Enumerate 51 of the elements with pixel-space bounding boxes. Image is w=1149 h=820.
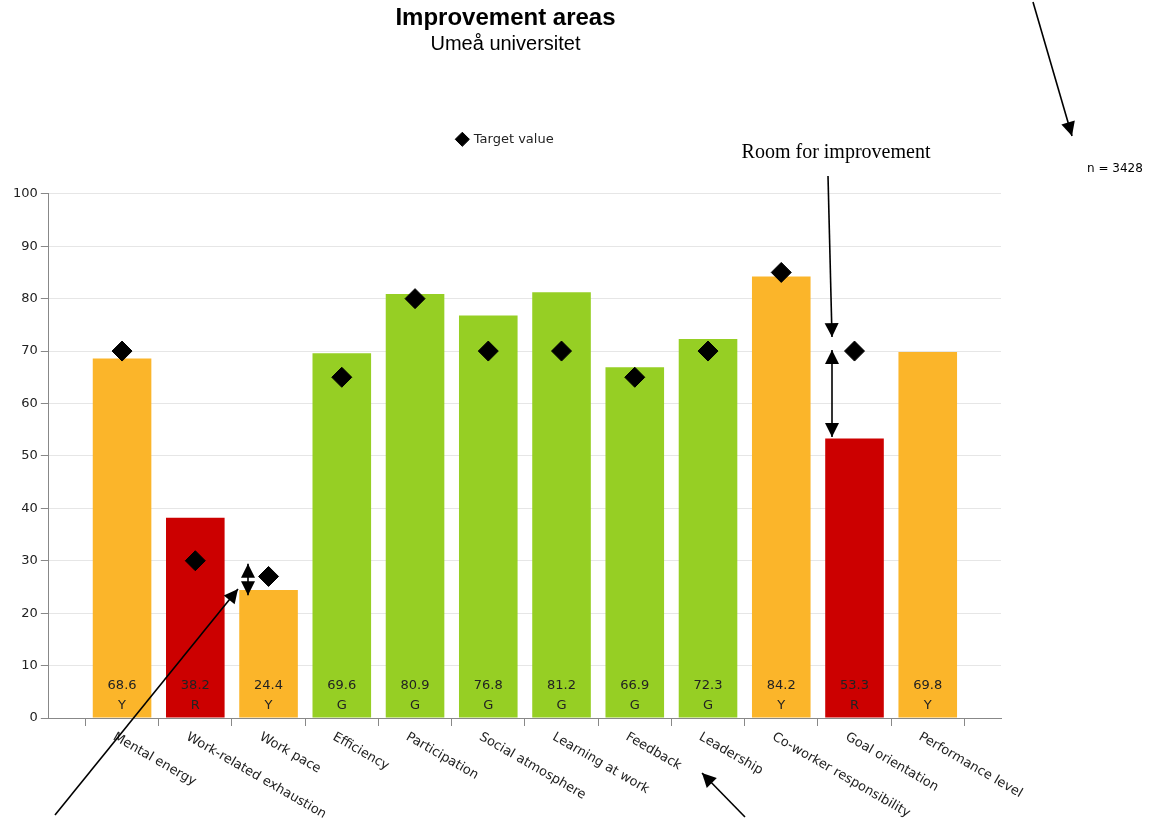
point bbox=[258, 565, 280, 587]
chart-title: Improvement areas bbox=[395, 3, 616, 31]
bar bbox=[458, 315, 518, 718]
data-label: 84.2 Y bbox=[766, 677, 796, 712]
data-label: 53.3 R bbox=[840, 677, 869, 712]
point bbox=[624, 366, 646, 388]
point bbox=[331, 366, 353, 388]
bar bbox=[385, 293, 445, 718]
data-label: 69.6 G bbox=[327, 677, 357, 712]
point bbox=[770, 261, 792, 283]
point bbox=[844, 340, 866, 362]
data-label: 24.4 Y bbox=[254, 677, 284, 712]
point bbox=[404, 288, 426, 310]
y-tick-label: 50 bbox=[21, 447, 38, 463]
bar bbox=[825, 438, 884, 718]
y-tick-label: 60 bbox=[21, 394, 38, 410]
y-tick-label: 30 bbox=[21, 552, 38, 568]
legend-label: Target value bbox=[472, 130, 554, 146]
data-label: 81.2 G bbox=[547, 677, 577, 712]
data-label: 38.2 R bbox=[180, 677, 210, 712]
y-tick-label: 70 bbox=[21, 342, 38, 358]
y-tick-label: 80 bbox=[21, 290, 38, 306]
y-tick-label: 0 bbox=[29, 709, 38, 725]
data-label: 80.9 G bbox=[400, 677, 430, 712]
bar bbox=[751, 276, 811, 718]
bar bbox=[239, 590, 298, 718]
data-label: 72.3 G bbox=[693, 677, 723, 712]
chart-subtitle: Umeå universitet bbox=[430, 32, 581, 55]
y-tick-label: 90 bbox=[21, 237, 38, 253]
text: n = 3428 bbox=[1087, 161, 1143, 176]
bar bbox=[678, 339, 738, 718]
point bbox=[111, 340, 133, 362]
data-label: 66.9 G bbox=[620, 677, 650, 712]
y-tick-label: 40 bbox=[21, 499, 38, 515]
y-tick-label: 20 bbox=[21, 604, 38, 620]
bar bbox=[312, 353, 372, 718]
point bbox=[477, 340, 499, 362]
bar bbox=[92, 358, 152, 718]
y-tick-label: 100 bbox=[12, 185, 38, 201]
point bbox=[697, 340, 719, 362]
data-label: 69.8 Y bbox=[913, 677, 943, 712]
data-label: 76.8 G bbox=[473, 677, 503, 712]
data-label: 68.6 Y bbox=[107, 677, 137, 712]
bar bbox=[605, 367, 665, 718]
text: Room for improvement bbox=[741, 140, 931, 164]
bar bbox=[898, 352, 958, 718]
y-tick-label: 10 bbox=[21, 656, 38, 672]
point bbox=[551, 340, 573, 362]
point bbox=[184, 550, 206, 572]
bar bbox=[166, 517, 225, 718]
bar bbox=[532, 292, 591, 718]
